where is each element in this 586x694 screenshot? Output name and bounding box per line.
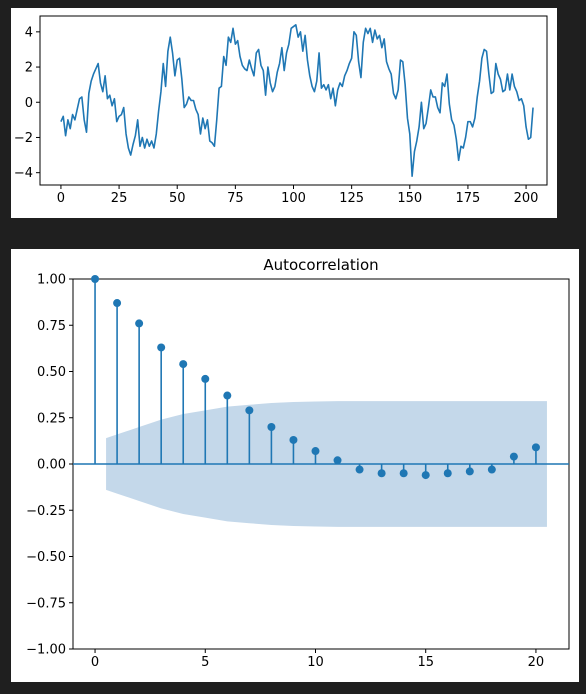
y-tick-label: −0.25	[26, 504, 66, 519]
y-tick-label: −0.75	[26, 596, 66, 611]
acf-point	[91, 275, 100, 283]
y-tick-label: 0.50	[37, 365, 66, 380]
x-tick-label: 200	[514, 191, 539, 206]
y-tick-label: −1.00	[26, 643, 66, 658]
series-line	[60, 23, 534, 177]
acf-point	[333, 456, 342, 465]
x-tick-label: 0	[91, 655, 99, 670]
x-tick-label: 25	[111, 191, 128, 206]
acf-chart-figure: Autocorrelation 0 5 10 15 20 −1.00 −0.75 −0.50 −0…	[11, 249, 579, 682]
y-tick-label: −0.50	[26, 550, 66, 565]
x-tick-label: 75	[227, 191, 244, 206]
y-tick-label: 1.00	[37, 273, 66, 288]
y-tick-label: 4	[25, 25, 33, 40]
acf-point	[113, 299, 122, 308]
x-tick-label: 15	[417, 655, 434, 670]
x-tick-label: 175	[456, 191, 481, 206]
x-tick-label: 50	[169, 191, 186, 206]
x-tick-label: 10	[307, 655, 324, 670]
y-tick-label: 0	[25, 96, 33, 111]
x-tick-label: 20	[528, 655, 545, 670]
x-tick-label: 5	[201, 655, 209, 670]
acf-point	[135, 319, 144, 328]
chart-title: Autocorrelation	[263, 256, 378, 274]
acf-point	[421, 471, 430, 480]
x-tick-label: 0	[57, 191, 65, 206]
y-tick-label: 0.00	[37, 458, 66, 473]
y-tick-label: −4	[14, 166, 33, 181]
acf-point	[399, 469, 408, 478]
acf-point	[443, 469, 452, 478]
acf-point	[201, 374, 210, 383]
y-tick-label: −2	[14, 131, 33, 146]
y-tick-label: 2	[25, 61, 33, 76]
plot-frame	[39, 15, 548, 186]
acf-point	[377, 469, 386, 478]
x-tick-label: 150	[397, 191, 422, 206]
acf-point	[531, 443, 540, 452]
acf-point	[311, 447, 320, 456]
acf-point	[157, 343, 166, 352]
acf-point	[245, 406, 254, 415]
acf-chart: Autocorrelation 0 5 10 15 20 −1.00 −0.75 −0.50 −0…	[26, 256, 570, 670]
acf-point	[487, 465, 496, 474]
y-tick-label: 0.25	[37, 411, 66, 426]
line-chart-figure: 0 25 50 75 100 125 150 175 200 −4 −2 0 2 4	[11, 8, 557, 218]
x-tick-label: 125	[339, 191, 364, 206]
acf-point	[267, 423, 276, 431]
acf-point	[465, 467, 474, 476]
line-chart: 0 25 50 75 100 125 150 175 200 −4 −2 0 2 4	[14, 15, 548, 206]
acf-point	[355, 465, 364, 474]
acf-point	[179, 360, 188, 369]
y-tick-label: 0.75	[37, 319, 66, 334]
acf-point	[223, 391, 232, 400]
acf-point	[509, 452, 518, 461]
x-tick-label: 100	[281, 191, 306, 206]
acf-point	[289, 435, 298, 444]
